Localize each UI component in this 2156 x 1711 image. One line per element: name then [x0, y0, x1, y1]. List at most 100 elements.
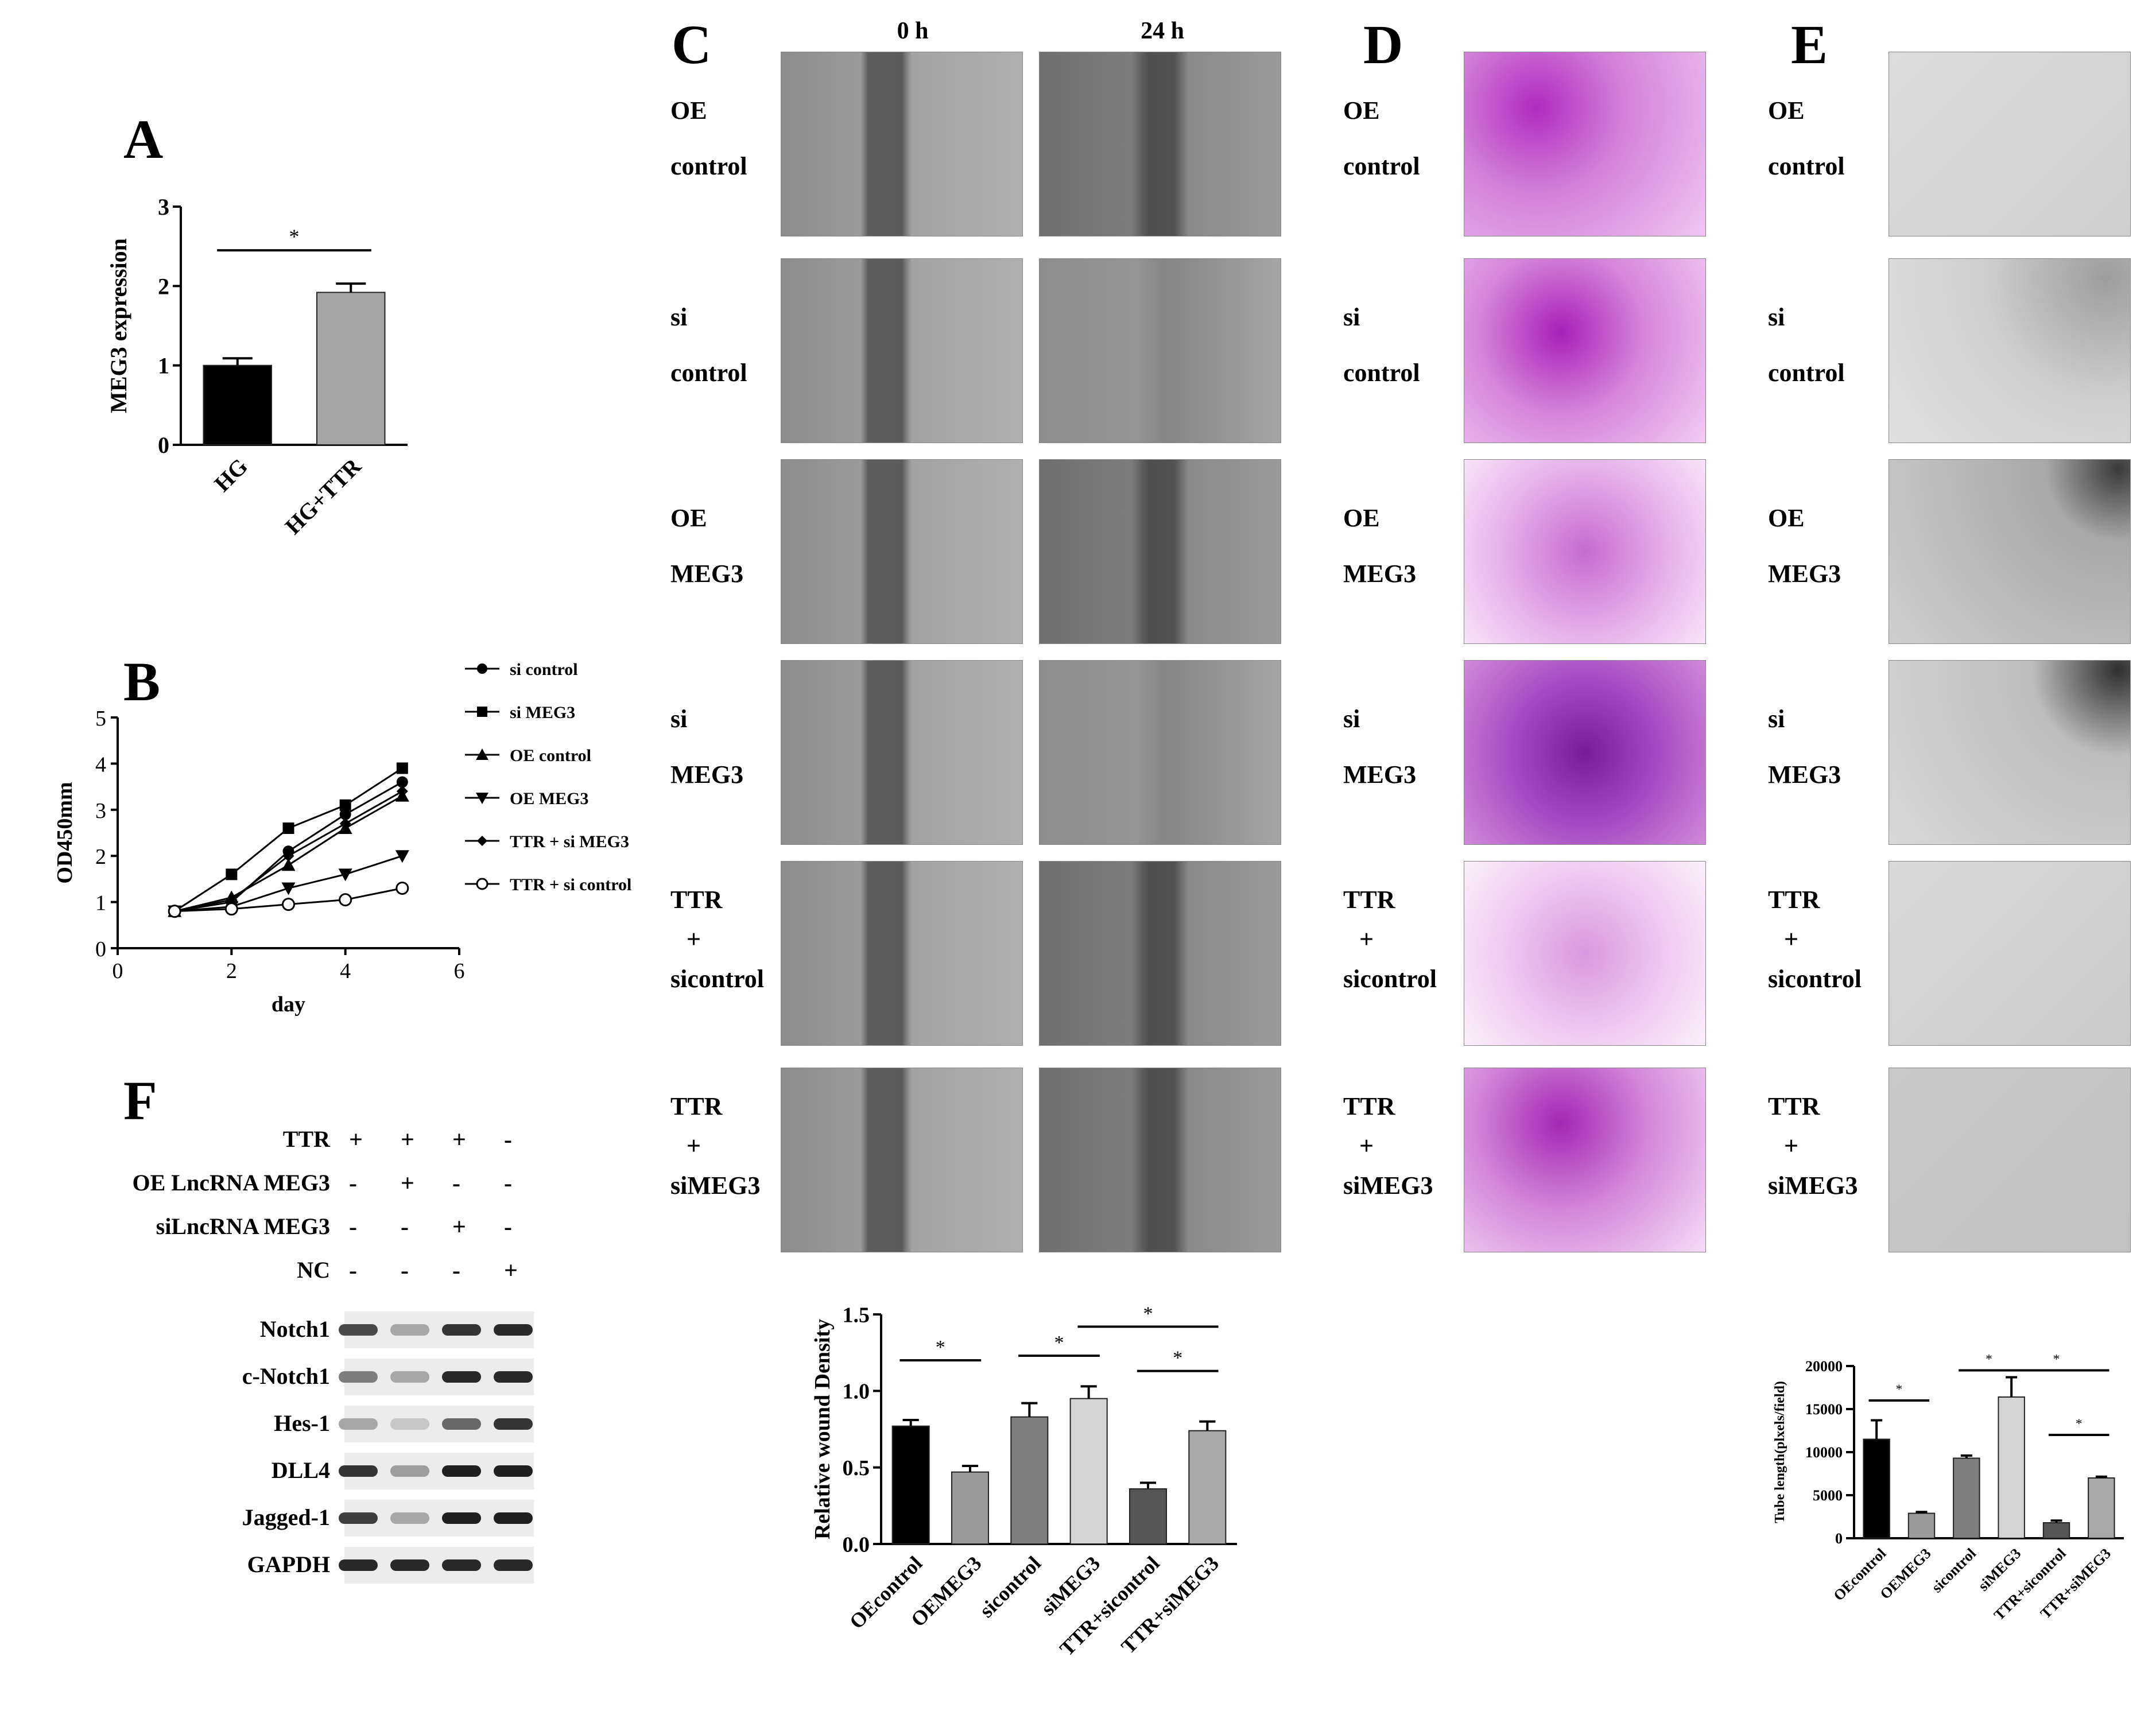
- b-x-tick-label: 0: [113, 959, 123, 983]
- b-marker: [477, 707, 487, 717]
- panel-letter-e: E: [1791, 14, 1828, 75]
- transwell-grid: OE control si control OE MEG3 si MEG3 TTR + sicont…: [1343, 52, 1745, 1274]
- row-label-line: +: [1359, 925, 1374, 953]
- a-y-axis-label: MEG3 expression: [106, 238, 131, 413]
- row-label-line: si: [670, 303, 688, 331]
- blot-strip: [339, 1500, 534, 1537]
- row-label-line: si: [1343, 303, 1360, 331]
- blot-band: [494, 1512, 533, 1524]
- b-marker: [224, 902, 238, 916]
- blot-band: [442, 1371, 481, 1383]
- row-label-line: MEG3: [1768, 761, 1841, 789]
- b-legend-label: OE control: [510, 746, 591, 765]
- b-legend-label: TTR + si MEG3: [510, 832, 629, 851]
- a-category-label: HG+TTR: [280, 453, 367, 540]
- row-label-line: control: [1343, 152, 1420, 180]
- c-bar: [891, 1425, 930, 1545]
- blot-band: [390, 1371, 429, 1383]
- condition-label: siLncRNA MEG3: [156, 1213, 330, 1239]
- condition-label: OE LncRNA MEG3: [132, 1170, 330, 1196]
- row-label-line: MEG3: [1768, 560, 1841, 588]
- d-row-label: TTR + sicontrol: [1343, 884, 1437, 1003]
- condition-mark: -: [349, 1214, 357, 1240]
- row-label-line: +: [1784, 1132, 1799, 1160]
- row-label-line: control: [1343, 359, 1420, 387]
- c-significance-mark: *: [1143, 1303, 1153, 1324]
- row-label-line: TTR: [1768, 886, 1820, 914]
- c-y-axis-label: Relative wound Density: [811, 1319, 835, 1539]
- b-marker: [281, 882, 296, 895]
- e-bar: [1953, 1457, 1980, 1539]
- e-significance-mark: *: [1986, 1352, 1992, 1367]
- e-bar: [1998, 1396, 2025, 1539]
- a-bar: [203, 364, 272, 445]
- chart-a-meg3-expression: 0 1 2 3 MEG3 expression HG HG+TTR *: [106, 194, 408, 540]
- condition-mark: -: [504, 1170, 512, 1197]
- condition-mark: -: [504, 1127, 512, 1153]
- b-y-axis-label: OD450mm: [53, 782, 77, 883]
- b-marker: [226, 868, 238, 880]
- a-y-tick-label: 2: [158, 273, 169, 299]
- row-label-line: MEG3: [670, 761, 744, 789]
- e-row-label: OE MEG3: [1768, 502, 1841, 614]
- a-y-tick-label: 1: [158, 353, 169, 379]
- tube-formation-image: [1889, 258, 2131, 443]
- tube-formation-image: [1889, 459, 2131, 644]
- b-legend-label: si control: [510, 660, 578, 679]
- e-y-axis-label: Tube length(plxels/field): [1773, 1381, 1787, 1523]
- a-category-label: HG: [209, 453, 253, 497]
- e-bar: [1863, 1438, 1890, 1539]
- a-y-tick-label: 0: [158, 432, 169, 458]
- row-label-line: siMEG3: [670, 1171, 761, 1200]
- wound-image-0h: [781, 660, 1023, 845]
- row-label-line: sicontrol: [1343, 965, 1437, 993]
- d-row-label: OE control: [1343, 95, 1420, 206]
- b-marker: [395, 850, 409, 863]
- blot-band: [494, 1559, 533, 1571]
- e-significance-mark: *: [2053, 1352, 2060, 1367]
- blot-label: Jagged-1: [242, 1504, 330, 1530]
- c-significance-mark: *: [1173, 1348, 1182, 1369]
- blot-band: [494, 1418, 533, 1430]
- tube-formation-image: [1889, 52, 2131, 236]
- b-marker: [339, 817, 351, 829]
- c-y-tick-label: 1.5: [843, 1303, 870, 1327]
- b-marker: [338, 868, 352, 882]
- blot-strip: [339, 1453, 534, 1489]
- wound-image-24h: [1039, 258, 1281, 443]
- row-label-line: +: [1359, 1132, 1374, 1160]
- a-bar: [316, 292, 386, 445]
- condition-mark: +: [452, 1127, 466, 1153]
- c-y-tick-label: 1.0: [843, 1380, 870, 1404]
- c-bar: [1010, 1416, 1049, 1545]
- tube-formation-image: [1889, 660, 2131, 845]
- c-category-label: sicontrol: [975, 1551, 1045, 1622]
- condition-label: NC: [297, 1257, 330, 1283]
- b-y-tick-label: 5: [95, 707, 106, 731]
- b-marker: [396, 776, 408, 788]
- c-row-label: TTR + sicontrol: [670, 884, 764, 1003]
- blot-band: [339, 1465, 378, 1477]
- row-label-line: sicontrol: [670, 965, 764, 993]
- wound-image-24h: [1039, 861, 1281, 1046]
- blot-strip: [339, 1312, 534, 1348]
- a-y-tick-label: 3: [158, 194, 169, 220]
- row-label-line: OE: [670, 504, 707, 532]
- row-label-line: +: [1784, 925, 1799, 953]
- b-marker: [396, 785, 408, 797]
- row-label-line: OE: [1343, 96, 1380, 125]
- b-y-tick-label: 2: [95, 845, 106, 869]
- e-bar: [1907, 1512, 1936, 1539]
- blot-band: [390, 1418, 429, 1430]
- condition-mark: +: [504, 1258, 518, 1284]
- b-marker: [476, 878, 488, 890]
- condition-mark: -: [401, 1258, 409, 1284]
- blot-label: Notch1: [259, 1316, 330, 1342]
- c-bar: [1188, 1430, 1227, 1545]
- row-label-line: +: [687, 1132, 701, 1160]
- row-label-line: siMEG3: [1343, 1171, 1433, 1200]
- condition-mark: -: [452, 1258, 460, 1284]
- b-marker: [339, 808, 351, 820]
- condition-mark: -: [401, 1214, 409, 1240]
